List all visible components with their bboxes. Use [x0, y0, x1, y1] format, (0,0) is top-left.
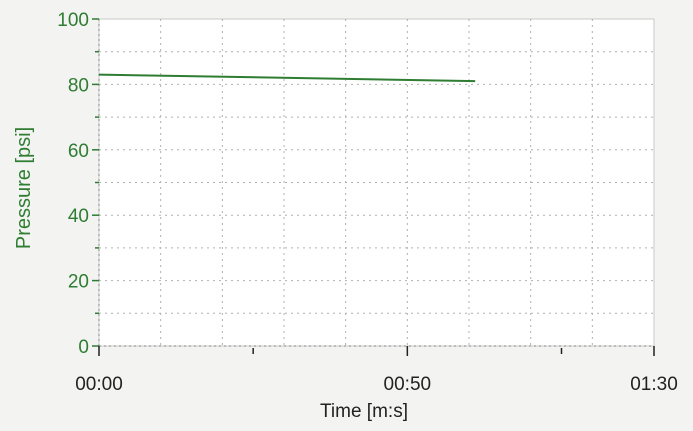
- series-layer: [98, 73, 476, 83]
- y-tick-label: 40: [68, 206, 89, 227]
- series-line: [98, 73, 476, 83]
- axes: 0 20 40 60 80 100 00:00 00:50 01:30: [57, 10, 677, 395]
- y-tick-label: 60: [68, 141, 89, 162]
- x-tick-label: 00:00: [75, 374, 123, 395]
- y-tick-label: 20: [68, 272, 89, 293]
- y-tick-label: 100: [57, 10, 89, 31]
- y-tick-label: 0: [78, 337, 89, 358]
- grid-lines: [99, 19, 654, 346]
- x-axis-label: Time [m:s]: [320, 401, 408, 422]
- x-tick-label: 01:30: [630, 374, 678, 395]
- x-tick-label: 00:50: [384, 374, 432, 395]
- y-tick-label: 80: [68, 75, 89, 96]
- y-axis-label: Pressure [psi]: [13, 127, 35, 249]
